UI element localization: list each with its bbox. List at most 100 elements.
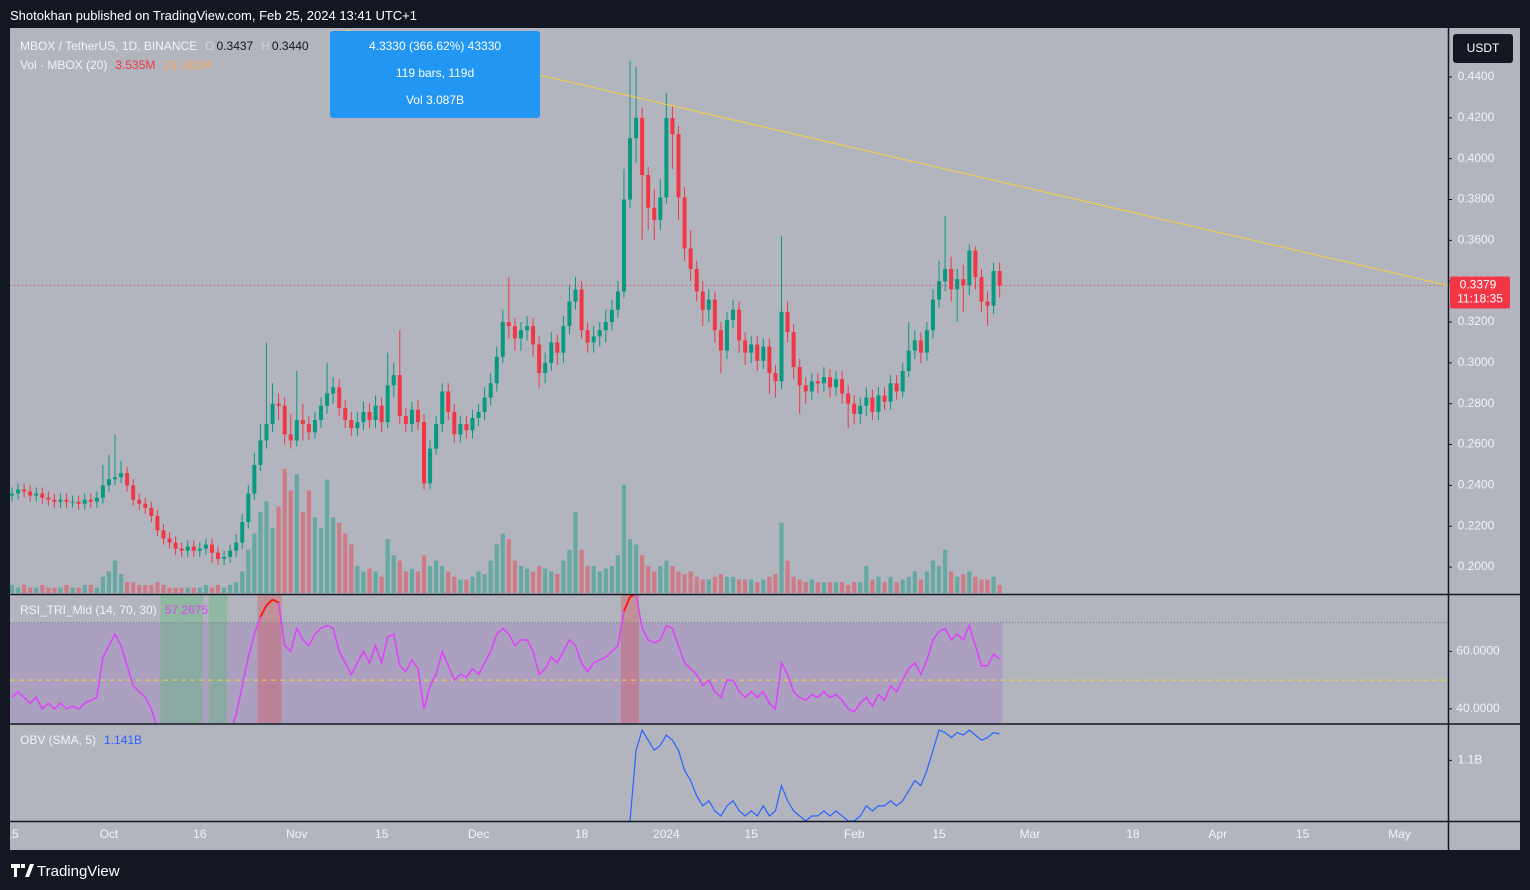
candle-body — [16, 489, 21, 494]
candle-body — [797, 366, 802, 386]
candle-body — [912, 340, 917, 351]
rsi-band — [10, 622, 1003, 723]
candle-body — [664, 117, 669, 198]
volume-bar — [88, 584, 93, 593]
chart-background — [10, 28, 1520, 850]
brand-logo — [11, 864, 34, 877]
y-tick-label: 0.3200 — [1458, 314, 1495, 328]
volume-bar — [749, 579, 754, 593]
volume-bar — [876, 576, 881, 593]
candle-body — [761, 346, 766, 361]
x-tick-label: Feb — [844, 827, 865, 841]
volume-bar — [949, 571, 954, 593]
candle-body — [658, 197, 663, 220]
volume-bar — [288, 490, 293, 593]
volume-bar — [349, 544, 354, 593]
y-tick-label: 40.0000 — [1456, 701, 1500, 715]
candle-body — [319, 405, 324, 421]
volume-bar — [294, 474, 299, 593]
candle-body — [985, 301, 990, 306]
volume-bar — [682, 574, 687, 593]
price-pane — [10, 29, 1448, 593]
volume-bar — [518, 566, 524, 593]
volume-bar — [94, 587, 99, 593]
rsi-zone — [633, 595, 640, 723]
volume-bar — [549, 571, 554, 593]
currency-button[interactable] — [1453, 34, 1513, 63]
volume-bar — [476, 571, 481, 593]
volume-bar — [585, 566, 590, 593]
volume-bar — [567, 549, 572, 593]
volume-bar — [10, 584, 15, 593]
rsi-zone — [166, 595, 173, 723]
obv-readout: 1.141B — [104, 733, 142, 747]
volume-bar — [839, 582, 845, 593]
candle-body — [434, 424, 439, 449]
volume-bar — [936, 566, 942, 593]
rsi-zone — [190, 595, 197, 723]
candle-body — [240, 522, 245, 543]
volume-bar — [827, 582, 833, 593]
candle-body — [294, 420, 299, 441]
volume-bar — [985, 579, 990, 593]
candle-body — [628, 138, 633, 200]
volume-bar — [343, 533, 348, 593]
volume-bar — [718, 574, 724, 593]
candle-body — [222, 556, 227, 559]
candle-body — [252, 464, 257, 494]
ohlc-key: H — [261, 39, 270, 53]
volume-bar — [494, 544, 499, 593]
candle-body — [852, 403, 857, 414]
candle-body — [573, 289, 578, 302]
candle-body — [712, 299, 717, 331]
volume-bar — [712, 576, 717, 593]
volume-bar — [306, 490, 312, 593]
volume-bar — [312, 517, 318, 593]
rsi-zone — [172, 595, 179, 723]
candle-body — [331, 387, 336, 394]
volume-bar — [942, 549, 948, 593]
candle-body — [488, 383, 493, 398]
candle-body — [343, 407, 348, 421]
candle-body — [476, 411, 481, 418]
volume-bar — [930, 560, 936, 593]
candle-body — [197, 548, 202, 551]
volume-bar — [458, 579, 463, 593]
candle-body — [494, 356, 499, 384]
candle-body — [652, 207, 657, 220]
volume-bar — [112, 560, 118, 593]
volume-bar — [34, 587, 39, 593]
ohlc-value: 0.3440 — [272, 39, 309, 53]
x-tick-label: 15 — [1296, 827, 1310, 841]
tooltip-line: 4.3330 (366.62%) 43330 — [369, 39, 501, 53]
rsi-zone — [196, 595, 203, 723]
volume-bar — [252, 533, 257, 593]
candle-body — [894, 383, 899, 392]
candle-body — [870, 397, 875, 412]
candle-body — [131, 485, 136, 500]
volume-bar — [815, 582, 820, 593]
candle-body — [64, 499, 69, 502]
y-tick-label: 0.2000 — [1458, 559, 1495, 573]
rsi-zone — [221, 595, 228, 723]
candle-body — [718, 330, 723, 351]
publish-text: Shotokhan published on TradingView.com, … — [10, 8, 418, 23]
volume-bar — [446, 571, 451, 593]
candle-body — [209, 544, 214, 553]
volume-bar — [603, 568, 608, 593]
volume-bar — [906, 576, 911, 593]
candle-body — [137, 499, 142, 504]
candle-body — [464, 424, 469, 431]
logo-shape — [11, 864, 34, 877]
candle-body — [403, 415, 408, 425]
volume-bar — [967, 571, 972, 593]
volume-bar — [530, 571, 536, 593]
rsi-name: RSI_TRI_Mid (14, 70, 30) — [20, 603, 157, 617]
candle-body — [179, 548, 184, 551]
volume-bar — [894, 582, 899, 593]
x-tick-label: 15 — [932, 827, 946, 841]
rsi-zone — [184, 595, 191, 723]
candle-body — [300, 420, 305, 425]
volume-bar — [912, 571, 917, 593]
volume-bar — [161, 584, 166, 593]
